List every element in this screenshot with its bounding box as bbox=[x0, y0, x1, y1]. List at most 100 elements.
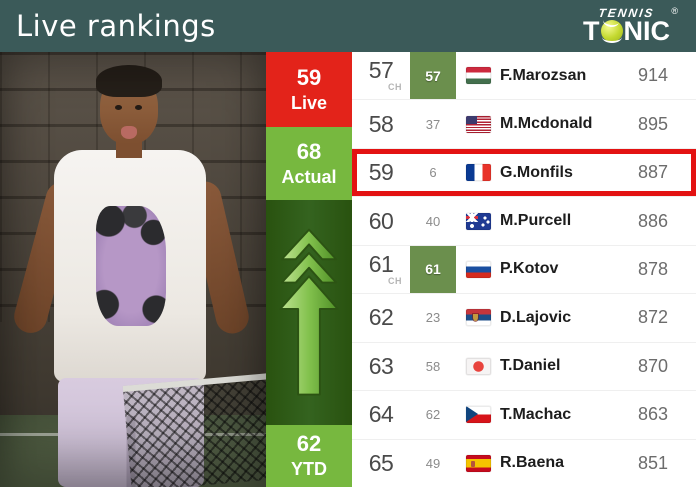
rank-cell: 58 bbox=[352, 110, 410, 137]
rank-value: 58 bbox=[368, 110, 394, 137]
ranking-row[interactable]: 63 58 T.Daniel 870 bbox=[352, 341, 696, 390]
actual-rank-label: Actual bbox=[281, 166, 337, 187]
ranking-row[interactable]: 64 62 T.Machac 863 bbox=[352, 390, 696, 438]
rank-value: 62 bbox=[368, 304, 394, 331]
logo-tennis-text: TENNIS bbox=[597, 6, 656, 20]
logo-letters-nic: NIC bbox=[623, 16, 671, 46]
rank-cell: 60 bbox=[352, 207, 410, 234]
country-flag bbox=[466, 406, 491, 424]
ranking-row[interactable]: 61 CH 61 P.Kotov 878 bbox=[352, 244, 696, 294]
points-value: 914 bbox=[637, 65, 668, 86]
rank-cell: 65 bbox=[352, 449, 410, 476]
logo-tonic-text: T NIC bbox=[583, 16, 671, 46]
change-cell: 6 bbox=[410, 149, 456, 196]
change-cell: 49 bbox=[410, 440, 456, 487]
rank-value: 63 bbox=[368, 352, 394, 379]
up-arrow-icon bbox=[279, 228, 339, 396]
country-flag bbox=[466, 454, 491, 472]
country-flag bbox=[466, 212, 491, 230]
country-flag bbox=[466, 164, 491, 182]
change-cell: 62 bbox=[410, 391, 456, 438]
change-value: 23 bbox=[425, 310, 441, 326]
ranking-row[interactable]: 62 23 D.Lajovic 872 bbox=[352, 293, 696, 341]
rank-value: 64 bbox=[368, 401, 394, 428]
ranking-summary: 59 Live 68 Actual bbox=[266, 52, 352, 487]
player-name[interactable]: T.Daniel bbox=[500, 357, 561, 375]
shirt-graphic bbox=[96, 206, 166, 326]
content: 59 Live 68 Actual bbox=[0, 52, 696, 487]
change-cell: 61 bbox=[410, 245, 456, 294]
player-name[interactable]: M.Mcdonald bbox=[500, 115, 593, 133]
change-value: 58 bbox=[425, 358, 441, 374]
live-rank-box: 59 Live bbox=[266, 52, 352, 127]
registered-trademark-icon: ® bbox=[671, 6, 678, 16]
change-value: 37 bbox=[425, 116, 441, 132]
points-value: 872 bbox=[637, 307, 668, 328]
rank-cell: 64 bbox=[352, 403, 410, 426]
change-cell: 40 bbox=[410, 197, 456, 244]
rank-value: 65 bbox=[368, 449, 394, 476]
points-value: 887 bbox=[637, 162, 668, 183]
ranking-row[interactable]: 65 49 R.Baena 851 bbox=[352, 438, 696, 487]
ranking-row[interactable]: 57 CH 57 F.Marozsan 914 bbox=[352, 52, 696, 100]
actual-rank-value: 68 bbox=[296, 138, 322, 164]
player-shirt bbox=[54, 150, 206, 382]
change-value: 62 bbox=[425, 407, 441, 423]
player-name[interactable]: D.Lajovic bbox=[500, 308, 572, 326]
tennis-net bbox=[122, 372, 266, 487]
rankings-table: 57 CH 57 F.Marozsan 914 58 37 M.Mcdonald… bbox=[352, 52, 696, 487]
player-name[interactable]: T.Machac bbox=[500, 405, 572, 423]
rank-value: 60 bbox=[368, 207, 394, 234]
rank-cell: 59 bbox=[352, 161, 410, 184]
player-tongue bbox=[121, 126, 137, 139]
country-flag bbox=[466, 357, 491, 375]
country-flag bbox=[466, 115, 491, 133]
rank-cell: 62 bbox=[352, 306, 410, 329]
player-name[interactable]: P.Kotov bbox=[500, 260, 559, 278]
points-value: 851 bbox=[637, 452, 668, 473]
ranking-row[interactable]: 58 37 M.Mcdonald 895 bbox=[352, 99, 696, 147]
points-value: 870 bbox=[637, 355, 668, 376]
change-value: 49 bbox=[425, 455, 441, 471]
change-value: 6 bbox=[429, 165, 437, 181]
player-name[interactable]: R.Baena bbox=[500, 454, 565, 472]
tennis-ball-icon bbox=[600, 20, 623, 43]
change-value: 61 bbox=[425, 261, 441, 278]
rank-value: 57 bbox=[368, 57, 394, 84]
career-high-label: CH bbox=[388, 82, 402, 93]
player-name[interactable]: M.Purcell bbox=[500, 212, 572, 230]
rank-value: 59 bbox=[368, 159, 394, 186]
change-cell: 58 bbox=[410, 343, 456, 390]
logo-letter-t: T bbox=[583, 16, 600, 46]
rank-cell: 63 bbox=[352, 352, 410, 379]
player-photo bbox=[0, 52, 266, 487]
country-flag bbox=[466, 260, 491, 278]
country-flag bbox=[466, 67, 491, 85]
change-cell: 37 bbox=[410, 100, 456, 147]
live-rank-label: Live bbox=[290, 92, 328, 113]
points-value: 863 bbox=[637, 404, 668, 425]
player-head bbox=[96, 65, 162, 144]
points-value: 878 bbox=[637, 258, 668, 279]
ytd-rank-label: YTD bbox=[291, 459, 327, 479]
live-rank-value: 59 bbox=[296, 64, 322, 90]
points-value: 895 bbox=[637, 113, 668, 134]
actual-rank-box: 68 Actual bbox=[266, 127, 352, 200]
page-title: Live rankings bbox=[16, 9, 216, 43]
ytd-rank-value: 62 bbox=[296, 431, 322, 456]
player-name[interactable]: G.Monfils bbox=[500, 163, 573, 181]
ranking-row[interactable]: 59 6 G.Monfils 887 bbox=[352, 147, 696, 196]
tennis-tonic-logo[interactable]: TENNIS T NIC ® bbox=[583, 6, 684, 46]
career-high-label: CH bbox=[388, 275, 402, 286]
header: Live rankings TENNIS T NIC ® bbox=[0, 0, 696, 52]
change-value: 40 bbox=[425, 213, 441, 229]
rank-value: 61 bbox=[368, 250, 394, 277]
trend-indicator bbox=[266, 200, 352, 425]
country-flag bbox=[466, 309, 491, 327]
player-name[interactable]: F.Marozsan bbox=[500, 66, 587, 84]
rank-cell: 61 CH bbox=[352, 250, 410, 286]
ytd-rank-box: 62 YTD bbox=[266, 425, 352, 487]
points-value: 886 bbox=[637, 210, 668, 231]
ranking-row[interactable]: 60 40 M.Purcell 886 bbox=[352, 196, 696, 244]
